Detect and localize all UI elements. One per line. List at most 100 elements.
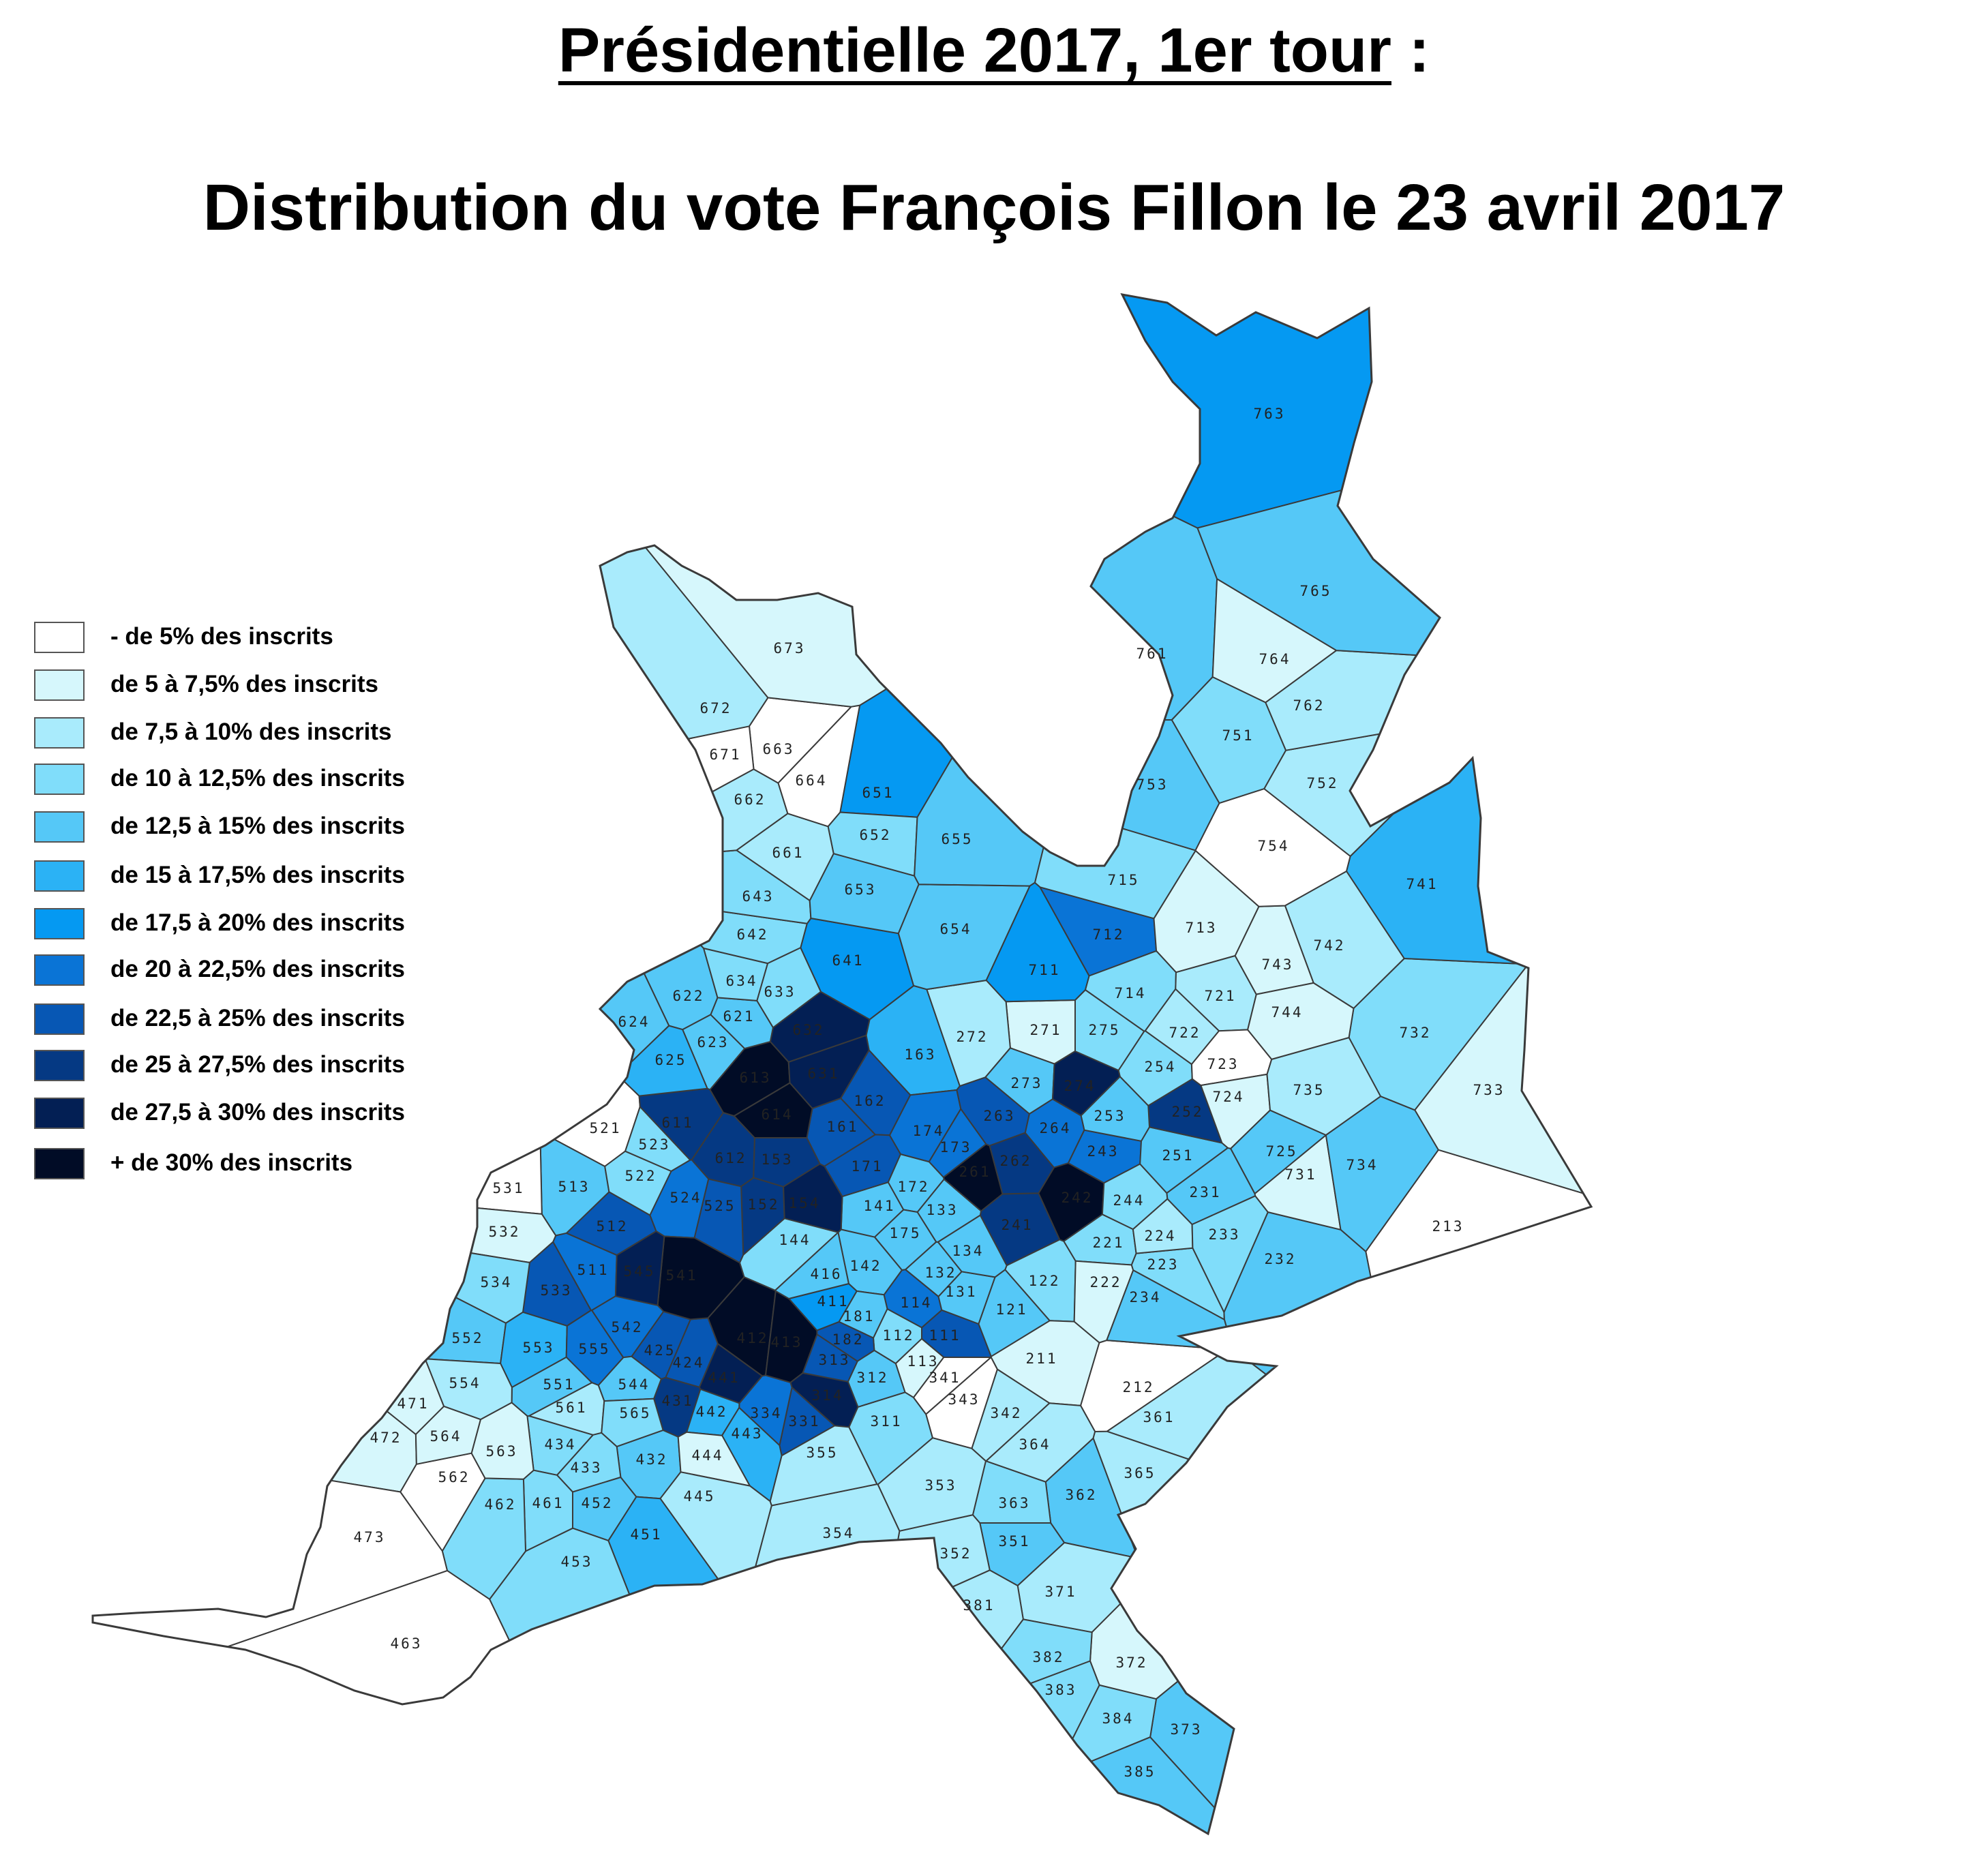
district-label: 271 [1030,1022,1062,1038]
district-label: 622 [673,988,705,1004]
district-label: 122 [1029,1273,1061,1289]
district-444 [677,1431,751,1487]
district-label: 172 [898,1179,930,1195]
district-label: 724 [1213,1089,1245,1105]
district-label: 643 [742,888,774,905]
legend-label: de 17,5 à 20% des inscrits [110,909,405,936]
district-label: 555 [579,1341,611,1357]
district-label: 251 [1162,1147,1194,1164]
district-label: 525 [704,1198,736,1214]
district-label: 623 [697,1034,729,1051]
district-label: 532 [489,1224,521,1240]
district-label: 365 [1124,1465,1156,1481]
legend-label: de 15 à 17,5% des inscrits [110,862,405,888]
district-label: 212 [1123,1379,1155,1395]
district-label: 413 [771,1334,803,1350]
district-label: 433 [571,1460,603,1476]
district-label: 211 [1026,1350,1058,1367]
map-title-main: Présidentielle 2017, 1er tour [558,16,1391,85]
legend-item: de 10 à 12,5% des inscrits [34,764,457,799]
district-label: 432 [636,1451,668,1468]
district-label: 714 [1115,985,1147,1001]
district-label: 351 [999,1533,1031,1550]
district-label: 612 [715,1150,747,1166]
district-label: 111 [929,1327,961,1344]
district-label: 732 [1400,1025,1432,1041]
district-label: 373 [1171,1721,1203,1738]
district-472 [93,1166,417,1493]
district-label: 222 [1090,1274,1122,1290]
district-555 [565,1310,624,1386]
map-title: Présidentielle 2017, 1er tour : [0,15,1988,87]
legend-swatch [34,954,85,986]
legend-item: - de 5% des inscrits [34,622,457,657]
district-label: 171 [852,1158,884,1175]
district-label: 735 [1293,1082,1325,1098]
legend-item: de 12,5 à 15% des inscrits [34,811,457,847]
district-label: 233 [1209,1226,1241,1243]
district-label: 754 [1258,838,1290,854]
district-label: 741 [1406,876,1439,892]
district-label: 134 [952,1243,984,1259]
district-label: 372 [1116,1655,1148,1671]
district-label: 262 [1000,1153,1032,1169]
district-label: 181 [843,1308,875,1325]
district-label: 142 [850,1258,882,1274]
district-label: 352 [940,1545,972,1562]
district-label: 314 [812,1387,844,1404]
district-label: 545 [624,1263,656,1280]
legend-item: de 15 à 17,5% des inscrits [34,860,457,896]
legend-item: de 27,5 à 30% des inscrits [34,1098,457,1133]
district-label: 654 [940,921,972,937]
district-label: 234 [1130,1289,1162,1305]
district-label: 614 [762,1106,794,1123]
district-416 [774,1231,849,1299]
district-754 [1194,788,1351,907]
district-label: 653 [845,881,877,898]
district-label: 343 [948,1391,980,1408]
legend-item: de 25 à 27,5% des inscrits [34,1050,457,1085]
district-label: 311 [871,1413,903,1430]
district-label: 671 [710,746,742,763]
district-545 [614,1231,665,1306]
district-label: 312 [857,1370,889,1386]
district-label: 752 [1307,775,1339,791]
district-label: 762 [1293,697,1325,714]
district-label: 621 [723,1008,755,1025]
legend-item: de 22,5 à 25% des inscrits [34,1003,457,1039]
district-label: 362 [1066,1487,1098,1503]
district-label: 715 [1108,872,1140,888]
district-label: 524 [670,1190,702,1206]
district-label: 242 [1061,1190,1094,1206]
legend-swatch [34,717,85,749]
district-label: 353 [925,1477,957,1494]
district-label: 664 [796,772,828,789]
legend-swatch [34,1050,85,1081]
district-label: 431 [662,1393,694,1409]
district-label: 275 [1089,1022,1121,1038]
district-label: 725 [1266,1143,1298,1160]
district-label: 523 [639,1136,671,1153]
district-label: 531 [493,1180,525,1196]
district-label: 743 [1262,956,1294,973]
district-label: 174 [913,1123,945,1139]
district-label: 152 [748,1196,780,1213]
district-label: 663 [763,741,795,757]
district-label: 723 [1207,1056,1239,1072]
legend-label: de 5 à 7,5% des inscrits [110,671,378,697]
district-label: 461 [532,1495,564,1511]
district-label: 472 [370,1430,402,1446]
district-label: 562 [438,1469,470,1485]
district-label: 244 [1113,1192,1145,1209]
district-label: 334 [751,1405,783,1421]
district-label: 363 [999,1495,1031,1511]
district-label: 232 [1265,1251,1297,1267]
district-label: 264 [1040,1120,1072,1136]
district-label: 662 [734,791,766,808]
district-label: 263 [984,1108,1016,1124]
district-label: 442 [696,1404,728,1420]
district-label: 443 [732,1425,764,1442]
district-label: 634 [726,973,758,989]
district-label: 173 [940,1139,972,1156]
district-label: 313 [819,1352,851,1368]
